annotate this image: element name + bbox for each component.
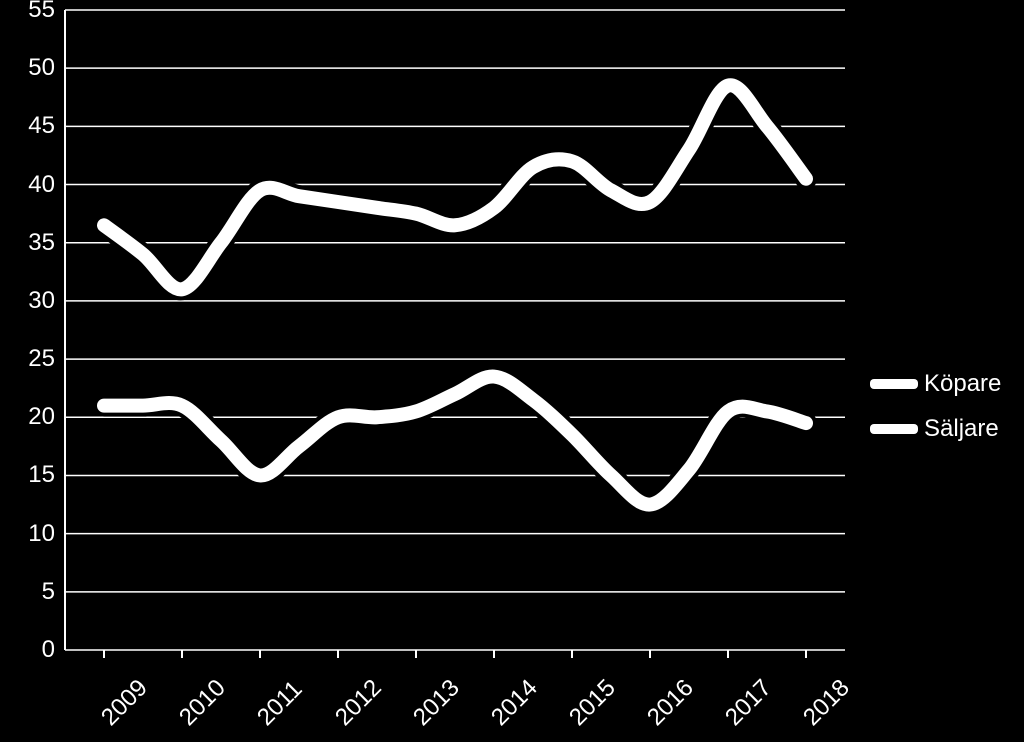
y-axis-label: 0 [15,636,55,664]
y-axis-label: 20 [15,403,55,431]
y-axis-label: 40 [15,171,55,199]
y-axis-label: 30 [15,287,55,315]
legend-item: Köpare [870,370,1001,398]
chart-container: 0510152025303540455055200920102011201220… [0,0,1024,742]
y-axis-label: 55 [15,0,55,24]
y-axis-label: 50 [15,54,55,82]
legend-swatch [870,379,918,389]
y-axis-label: 5 [15,578,55,606]
series-line-köpare [104,85,806,289]
y-axis-label: 45 [15,112,55,140]
legend-swatch [870,424,918,434]
legend-label: Säljare [924,415,999,443]
y-axis-label: 25 [15,345,55,373]
y-axis-label: 15 [15,461,55,489]
legend-item: Säljare [870,415,999,443]
legend-label: Köpare [924,370,1001,398]
y-axis-label: 35 [15,229,55,257]
y-axis-label: 10 [15,520,55,548]
